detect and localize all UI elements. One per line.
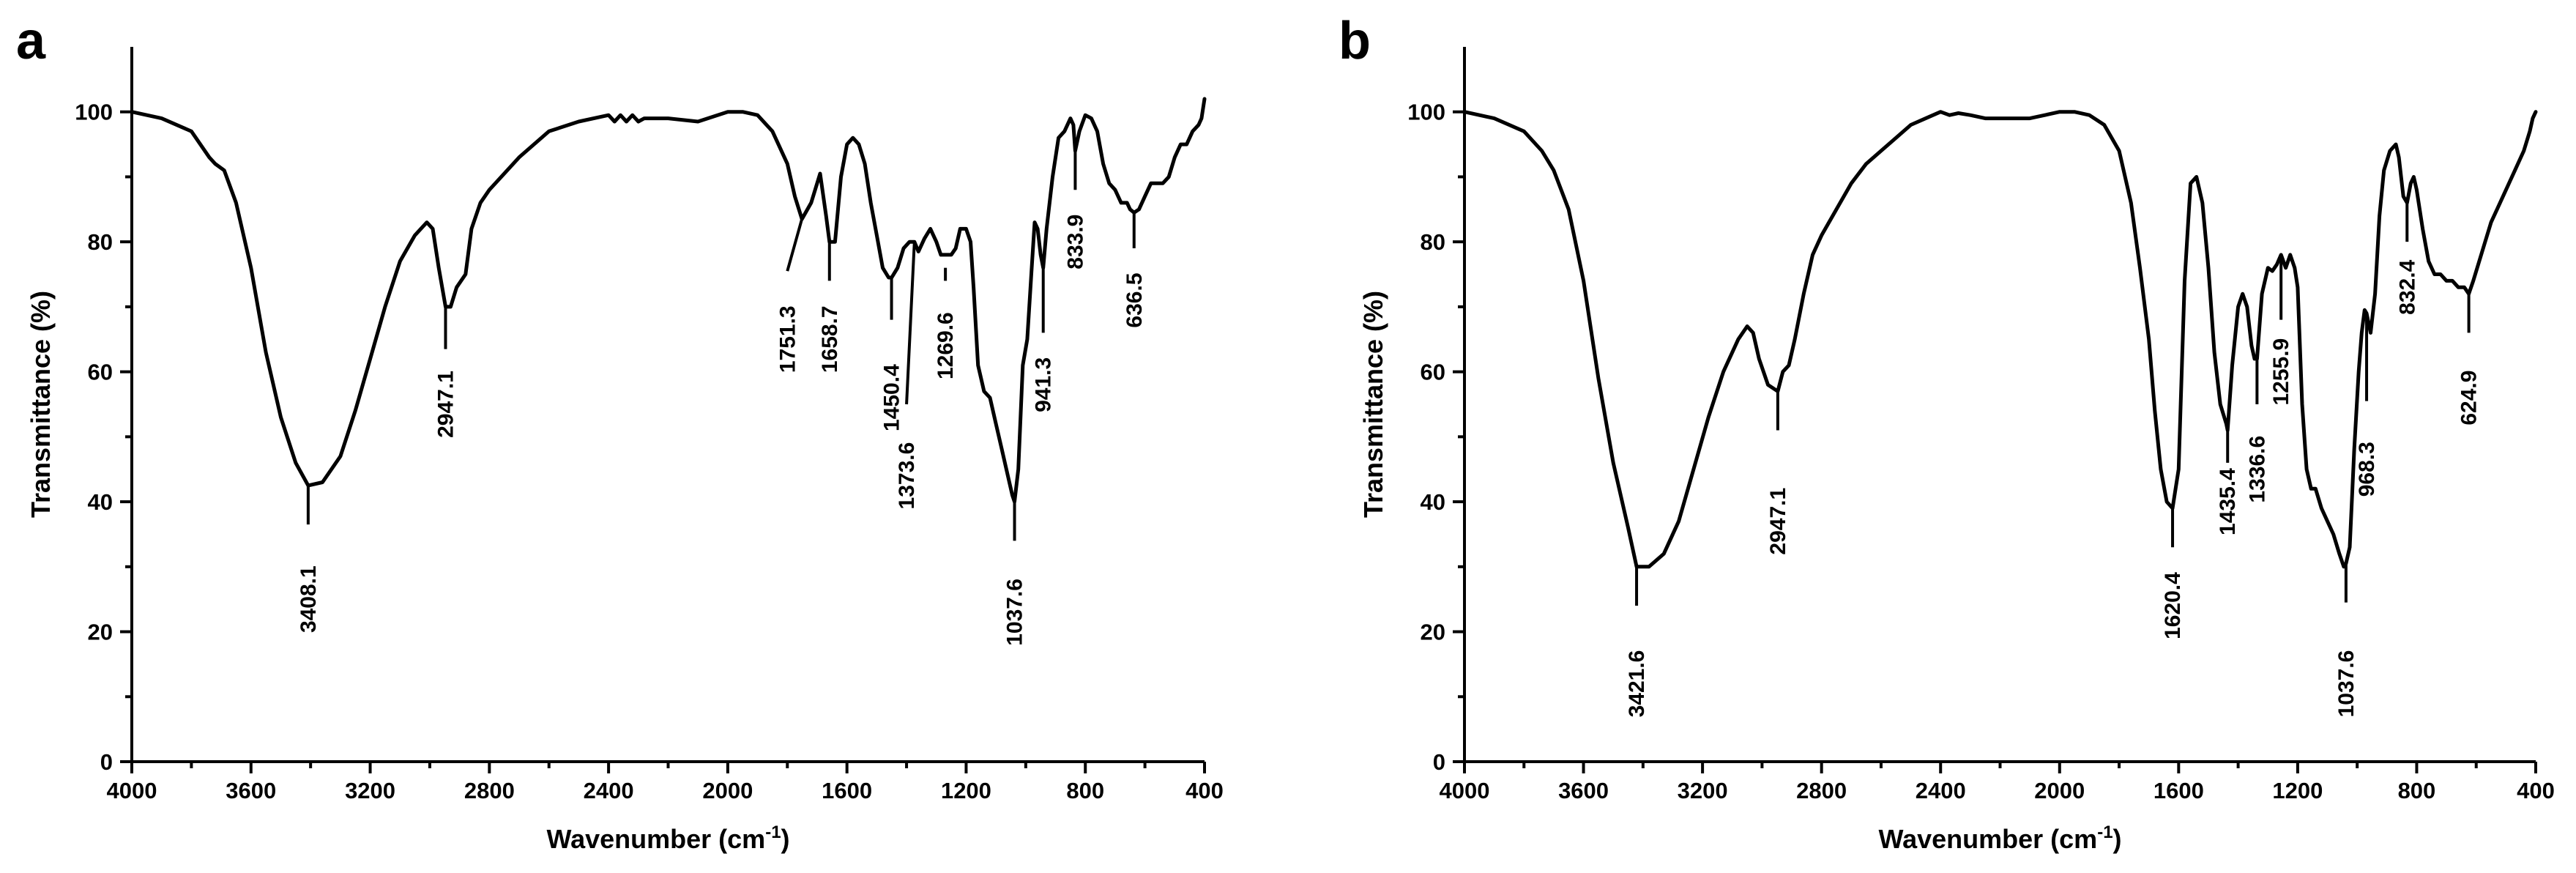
x-axis-title: Wavenumber (cm-1) [1878, 822, 2121, 854]
x-axis-title-superscript: -1 [2097, 822, 2112, 842]
x-axis-title-superscript: -1 [765, 822, 781, 842]
peak-label: 1751.3 [775, 305, 800, 373]
x-tick-label: 2800 [464, 778, 515, 803]
peak-label: 3408.1 [297, 565, 321, 633]
x-tick-label: 800 [2398, 778, 2436, 803]
peak-label: 2947.1 [1766, 488, 1790, 555]
panel-letter: a [16, 12, 46, 70]
peak-label: 636.5 [1123, 272, 1147, 327]
y-tick-label: 100 [1407, 100, 1445, 125]
spectrum-line [1462, 110, 2538, 569]
y-tick-label: 20 [88, 620, 113, 645]
peak-label: 1255.9 [2269, 338, 2293, 406]
peak-label: 1269.6 [934, 312, 958, 379]
y-tick-label: 40 [88, 489, 113, 515]
panel-b: b 0 20 40 60 80 100 4000 3600 3200 2800 2400 2000 160… [1339, 12, 2555, 854]
y-tick-label: 40 [1421, 489, 1445, 515]
x-tick-label: 2000 [702, 778, 753, 803]
peak-label: 1037.6 [2334, 650, 2359, 718]
panel-a: a 0 20 40 60 80 100 4000 3600 3200 2800 2400 2000 160… [16, 12, 1224, 854]
y-axis-title: Transmittance (%) [26, 291, 56, 518]
x-tick-label: 3600 [226, 778, 276, 803]
peak-label: 2947.1 [433, 371, 458, 438]
peak-label: 1435.4 [2216, 468, 2240, 535]
y-tick-label: 60 [1421, 360, 1445, 385]
x-axis-title-end: ) [781, 824, 790, 854]
y-tick-label: 80 [88, 229, 113, 255]
y-axis-title: Transmittance (%) [1358, 291, 1388, 518]
y-tick-label: 100 [75, 100, 113, 125]
peak-marker [786, 218, 804, 272]
peak-label: 624.9 [2457, 371, 2482, 426]
peak-label: 968.3 [2355, 442, 2379, 497]
y-tick-label: 60 [88, 360, 113, 385]
x-tick-label: 1600 [822, 778, 872, 803]
x-tick-label: 800 [1066, 778, 1104, 803]
y-tick-label: 0 [1433, 749, 1445, 775]
x-tick-label: 2400 [1916, 778, 1966, 803]
x-tick-label: 400 [2517, 778, 2555, 803]
peak-label: 941.3 [1032, 357, 1056, 412]
peak-label: 1373.6 [895, 442, 919, 510]
peak-label: 1336.6 [2245, 436, 2269, 503]
x-axis-title-main: Wavenumber (cm [1878, 824, 2097, 854]
x-tick-label: 2800 [1796, 778, 1847, 803]
x-tick-label: 4000 [107, 778, 157, 803]
x-axis-title-end: ) [2113, 824, 2122, 854]
peak-label: 1620.4 [2161, 572, 2185, 639]
peak-label: 832.4 [2395, 259, 2419, 314]
peak-label: 833.9 [1063, 215, 1087, 270]
x-tick-label: 2000 [2034, 778, 2085, 803]
y-tick-label: 20 [1421, 620, 1445, 645]
panel-letter: b [1339, 12, 1371, 70]
peak-label: 1037.6 [1003, 579, 1027, 646]
x-tick-label: 400 [1185, 778, 1224, 803]
y-tick-label: 80 [1421, 229, 1445, 255]
x-tick-label: 1200 [941, 778, 991, 803]
x-axis-title-main: Wavenumber (cm [546, 824, 765, 854]
peak-label: 1658.7 [818, 305, 842, 373]
x-tick-label: 2400 [584, 778, 634, 803]
x-tick-label: 1600 [2154, 778, 2204, 803]
y-tick-label: 0 [100, 749, 113, 775]
x-tick-label: 3200 [1678, 778, 1728, 803]
x-tick-label: 1200 [2272, 778, 2323, 803]
peak-label: 3421.6 [1625, 650, 1649, 718]
x-tick-label: 3200 [345, 778, 395, 803]
peak-marker [905, 242, 916, 405]
x-tick-label: 3600 [1558, 778, 1609, 803]
peak-label: 1450.4 [880, 364, 904, 431]
x-axis-title: Wavenumber (cm-1) [546, 822, 789, 854]
x-tick-label: 4000 [1440, 778, 1490, 803]
spectrum-line [130, 97, 1207, 504]
